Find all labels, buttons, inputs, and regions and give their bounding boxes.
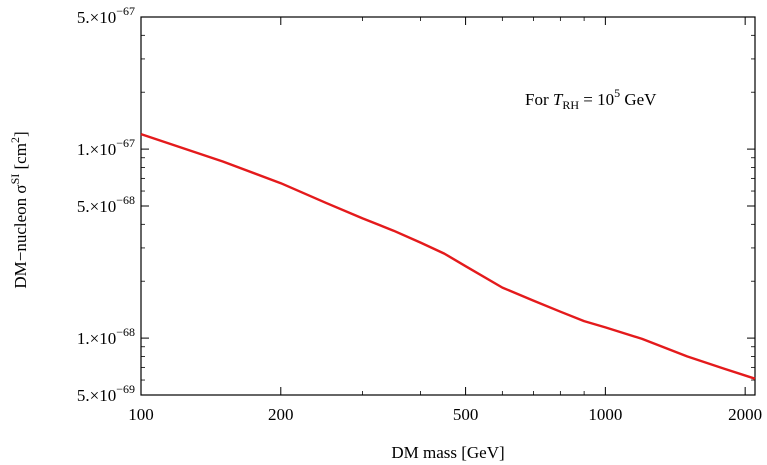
- y-tick-label: 5.×10−69: [77, 382, 135, 405]
- y-tick-label: 5.×10−68: [77, 193, 135, 216]
- x-tick-label: 100: [128, 405, 154, 424]
- y-axis-ticks: 5.×10−69 1.×10−68 5.×10−68 1.×10−67 5.×10−67: [77, 4, 755, 405]
- y-tick-label: 5.×10−67: [77, 4, 135, 27]
- x-tick-label: 200: [268, 405, 294, 424]
- x-axis-ticks: 100 200 500 1000 2000: [128, 17, 762, 424]
- x-tick-label: 1000: [588, 405, 622, 424]
- y-tick-label: 1.×10−67: [77, 136, 135, 159]
- series-group: [140, 132, 756, 380]
- x-axis-label: DM mass [GeV]: [391, 443, 504, 462]
- y-axis-label: DM−nucleon σSI [cm2]: [8, 131, 30, 288]
- annotation: For TRH = 105 GeV: [525, 86, 657, 112]
- series-line: [140, 132, 756, 380]
- x-tick-label: 500: [453, 405, 479, 424]
- x-tick-label: 2000: [728, 405, 762, 424]
- y-tick-label: 1.×10−68: [77, 325, 135, 348]
- plot-frame: [140, 16, 756, 396]
